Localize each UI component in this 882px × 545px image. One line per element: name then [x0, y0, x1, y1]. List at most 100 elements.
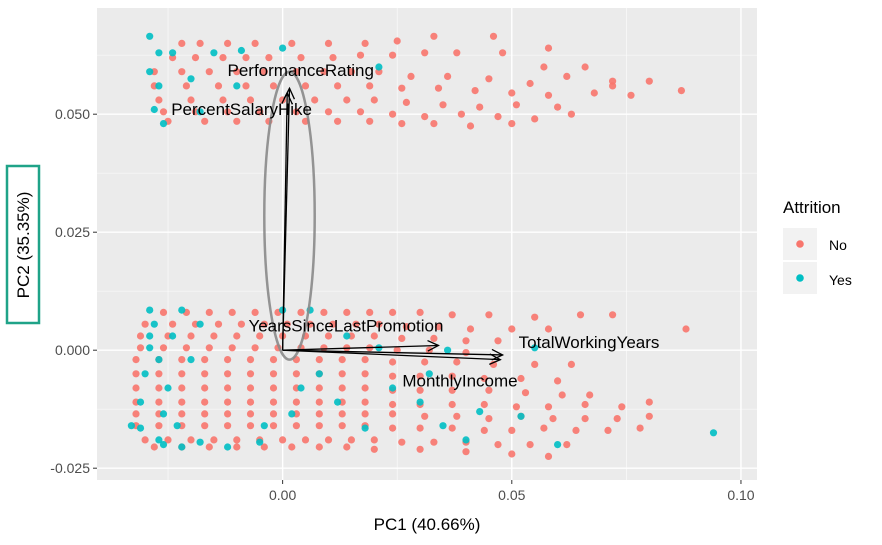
data-point-no [407, 72, 415, 80]
data-point-no [526, 441, 534, 449]
data-point-no [324, 39, 333, 48]
data-point-no [512, 101, 521, 109]
data-point-no [576, 311, 585, 319]
y-tick-label: -0.025 [50, 460, 90, 476]
vector-label: TotalWorkingYears [519, 333, 660, 352]
data-point-yes [136, 398, 145, 406]
data-point-no [334, 117, 342, 125]
data-point-no [141, 320, 149, 328]
data-point-no [508, 325, 516, 333]
legend-label-yes: Yes [829, 272, 852, 288]
data-point-no [544, 44, 553, 52]
data-point-no [201, 398, 209, 406]
loading-vector-arrowhead [491, 348, 505, 361]
data-point-no [366, 117, 374, 125]
data-point-no [453, 358, 461, 366]
data-point-no [224, 108, 232, 116]
data-point-no [233, 332, 241, 340]
data-point-yes [187, 356, 195, 364]
data-point-no [613, 415, 621, 423]
data-point-yes [159, 120, 168, 128]
data-point-yes [288, 410, 296, 418]
data-point-no [494, 337, 502, 345]
data-point-no [434, 323, 443, 331]
data-point-no [201, 384, 209, 392]
data-point-no [178, 370, 186, 378]
data-point-no [361, 356, 369, 364]
data-point-yes [150, 105, 158, 114]
data-point-no [544, 403, 553, 411]
data-point-no [297, 308, 305, 316]
data-point-no [448, 424, 456, 432]
data-point-no [581, 400, 589, 409]
data-point-no [311, 96, 319, 104]
data-point-no [315, 398, 323, 406]
data-point-no [453, 412, 461, 420]
data-point-no [398, 120, 406, 128]
data-point-yes [196, 438, 204, 446]
data-point-no [338, 356, 346, 364]
data-point-no [269, 410, 278, 418]
data-point-no [485, 75, 493, 83]
data-point-no [155, 398, 163, 406]
loading-vector [282, 349, 501, 361]
data-point-yes [361, 424, 369, 432]
vector-label: MonthlyIncome [402, 372, 517, 391]
data-point-no [169, 320, 177, 328]
data-point-yes [146, 32, 154, 40]
data-point-no [178, 39, 186, 48]
data-point-no [554, 103, 562, 111]
data-point-no [480, 426, 488, 434]
data-point-no [370, 96, 378, 104]
data-point-yes [173, 422, 181, 430]
data-point-no [141, 436, 149, 444]
data-point-no [370, 436, 378, 444]
data-point-no [269, 356, 278, 364]
data-point-no [315, 356, 323, 364]
data-point-yes [127, 422, 135, 430]
data-point-no [224, 356, 232, 364]
data-point-no [210, 332, 218, 340]
data-point-no [421, 49, 429, 57]
data-point-no [494, 113, 502, 121]
data-point-no [214, 82, 223, 90]
data-point-no [343, 443, 351, 451]
data-point-no [324, 436, 333, 444]
data-point-no [288, 39, 296, 48]
data-point-no [178, 384, 186, 392]
data-point-no [279, 436, 287, 444]
data-point-yes [146, 344, 154, 352]
data-point-no [320, 68, 328, 76]
data-point-yes [425, 370, 433, 378]
vector-label: PercentSalaryHike [171, 100, 312, 119]
data-point-yes [136, 424, 145, 432]
data-point-yes [476, 408, 484, 416]
data-point-yes [178, 306, 186, 314]
data-point-no [549, 415, 557, 423]
data-point-no [155, 96, 163, 104]
data-point-no [292, 398, 300, 406]
data-point-no [132, 356, 140, 364]
data-point-yes [416, 398, 424, 406]
data-point-no [567, 360, 576, 368]
data-point-no [269, 398, 278, 406]
data-point-no [544, 325, 553, 333]
data-point-no [251, 39, 259, 48]
data-point-no [246, 96, 255, 104]
loading-vector-labels: PerformanceRating PercentSalaryHike YearsS… [171, 61, 659, 390]
data-point-no [416, 445, 424, 453]
data-point-no [196, 39, 204, 48]
x-tick-label: 0.10 [727, 487, 754, 503]
data-point-yes [256, 438, 264, 446]
data-point-no [178, 398, 186, 406]
data-point-no [224, 422, 232, 430]
data-point-no [242, 82, 250, 90]
data-point-no [370, 332, 378, 340]
data-point-no [237, 320, 245, 328]
data-point-no [269, 384, 278, 392]
data-point-no [187, 96, 195, 104]
data-point-no [246, 356, 255, 364]
data-point-no [430, 120, 438, 128]
data-point-no [228, 344, 236, 352]
